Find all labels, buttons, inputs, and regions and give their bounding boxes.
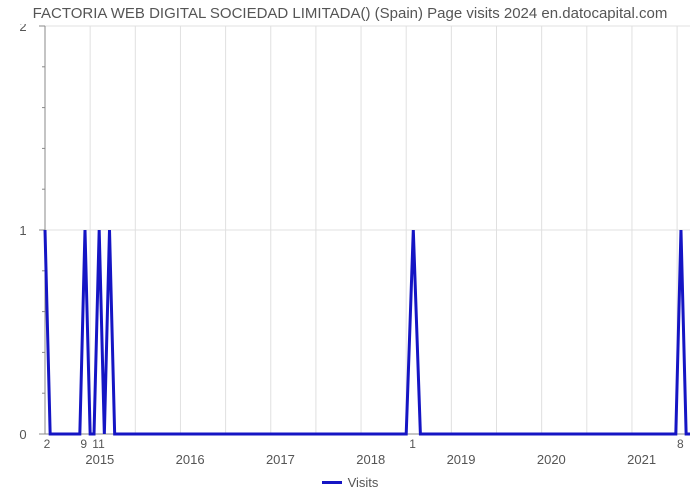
svg-text:2021: 2021	[627, 452, 656, 467]
svg-text:2019: 2019	[447, 452, 476, 467]
chart-plot-area: 0122015201620172018201920202021291118	[0, 24, 700, 469]
svg-text:2: 2	[44, 437, 51, 451]
svg-text:2016: 2016	[176, 452, 205, 467]
svg-text:2017: 2017	[266, 452, 295, 467]
svg-text:2015: 2015	[85, 452, 114, 467]
svg-text:8: 8	[677, 437, 684, 451]
chart-legend: Visits	[0, 469, 700, 490]
svg-text:1: 1	[409, 437, 416, 451]
svg-text:0: 0	[19, 427, 26, 442]
legend-item-visits: Visits	[322, 475, 379, 490]
chart-title: FACTORIA WEB DIGITAL SOCIEDAD LIMITADA()…	[0, 0, 700, 24]
svg-text:2018: 2018	[356, 452, 385, 467]
svg-text:9: 9	[80, 437, 87, 451]
chart-svg: 0122015201620172018201920202021291118	[0, 24, 700, 469]
svg-text:2: 2	[19, 24, 26, 34]
legend-swatch	[322, 481, 342, 484]
svg-text:1: 1	[19, 223, 26, 238]
chart-container: FACTORIA WEB DIGITAL SOCIEDAD LIMITADA()…	[0, 0, 700, 500]
legend-label: Visits	[348, 475, 379, 490]
svg-text:2020: 2020	[537, 452, 566, 467]
svg-text:11: 11	[92, 437, 105, 451]
